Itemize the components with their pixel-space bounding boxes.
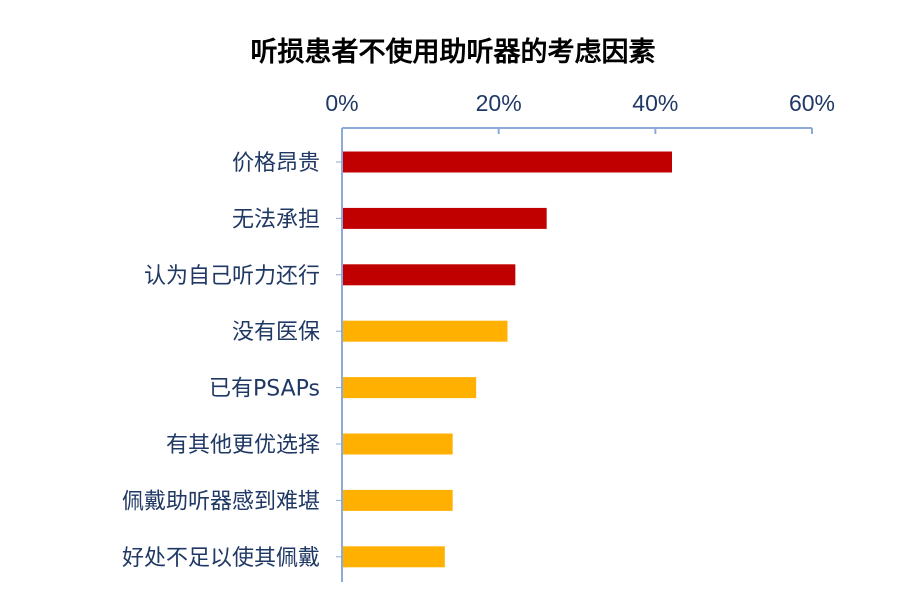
- category-label: 佩戴助听器感到难堪: [122, 489, 320, 514]
- chart-title: 听损患者不使用助听器的考虑因素: [250, 37, 656, 68]
- bar: [343, 433, 453, 455]
- bar: [343, 489, 453, 511]
- x-tick-label: 20%: [476, 90, 522, 116]
- x-tick-label: 0%: [325, 90, 358, 116]
- bar: [343, 377, 477, 399]
- bar: [343, 546, 445, 568]
- category-label: 价格昂贵: [232, 151, 320, 176]
- bar: [343, 151, 672, 173]
- category-label: 好处不足以使其佩戴: [122, 546, 320, 571]
- axis-layer: [336, 127, 813, 582]
- bar: [343, 207, 547, 229]
- category-label: 没有医保: [232, 320, 320, 345]
- x-tick-label: 60%: [789, 90, 835, 116]
- category-label: 已有PSAPs: [209, 377, 320, 402]
- x-tick-label: 40%: [632, 90, 678, 116]
- bars-layer: [343, 151, 672, 568]
- category-label: 无法承担: [232, 207, 320, 232]
- bar: [343, 264, 516, 286]
- category-label: 认为自己听力还行: [144, 264, 320, 289]
- bar: [343, 320, 508, 342]
- category-label: 有其他更优选择: [166, 433, 320, 458]
